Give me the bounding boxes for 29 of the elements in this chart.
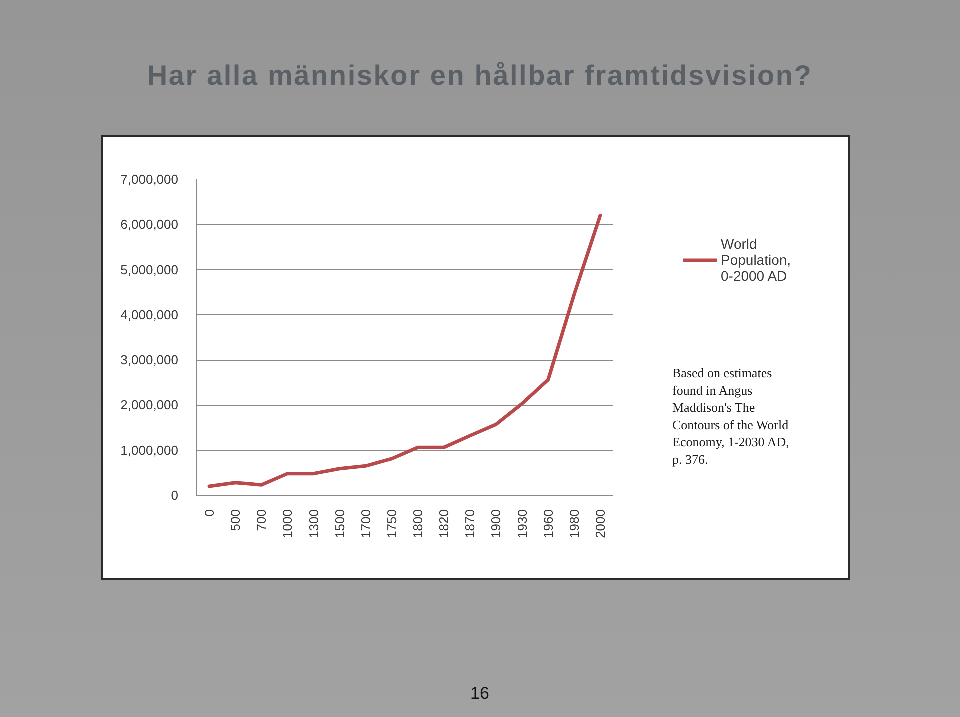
x-tick-label: 1960 xyxy=(540,510,556,538)
chart-title: Har alla människor en hållbar framtidsvision? xyxy=(147,59,813,93)
x-tick-label: 1750 xyxy=(384,510,400,538)
text: 16 xyxy=(470,683,490,705)
x-tick-label: 1930 xyxy=(514,510,530,538)
legend-label: World Population, 0-2000 AD xyxy=(721,236,792,284)
y-tick-label: 0 xyxy=(171,488,179,503)
y-tick-label: 3,000,000 xyxy=(120,352,179,368)
x-tick-label: 0 xyxy=(202,509,218,517)
y-tick-label: 7,000,000 xyxy=(120,172,179,187)
x-tick-label: 1000 xyxy=(280,510,296,538)
x-tick-label: 1300 xyxy=(306,510,322,538)
y-tick-label: 5,000,000 xyxy=(120,262,179,278)
x-tick-label: 1870 xyxy=(462,510,478,538)
y-tick-label: 2,000,000 xyxy=(120,398,179,413)
x-tick-label: 1980 xyxy=(566,510,582,538)
x-tick-label: 2000 xyxy=(592,510,608,538)
x-tick-label: 500 xyxy=(228,509,244,532)
x-tick-label: 1820 xyxy=(436,510,452,538)
y-tick-label: 4,000,000 xyxy=(120,307,179,322)
x-tick-label: 1800 xyxy=(410,510,426,538)
x-tick-label: 700 xyxy=(254,509,270,532)
y-tick-label: 1,000,000 xyxy=(120,442,179,458)
x-tick-label: 1500 xyxy=(332,510,348,538)
y-tick-label: 6,000,000 xyxy=(120,217,179,232)
x-tick-label: 1700 xyxy=(358,510,374,538)
x-tick-label: 1900 xyxy=(488,510,504,538)
line-series xyxy=(208,214,602,488)
text: Based on estimates found in Angus Maddison's The Contours of the World Economy, 1-2030 AD, p. 376. xyxy=(672,366,790,467)
